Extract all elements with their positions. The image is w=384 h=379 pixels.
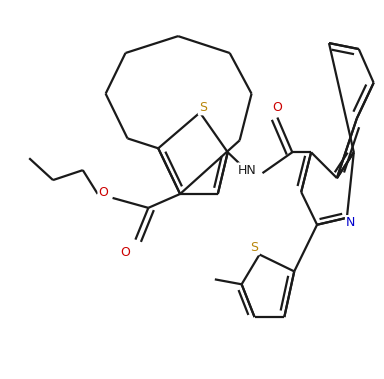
Text: O: O [99, 186, 109, 199]
Text: HN: HN [238, 164, 257, 177]
Text: N: N [346, 216, 356, 229]
Text: S: S [199, 101, 207, 114]
Text: O: O [272, 101, 282, 114]
Text: S: S [250, 241, 258, 254]
Text: O: O [121, 246, 131, 259]
